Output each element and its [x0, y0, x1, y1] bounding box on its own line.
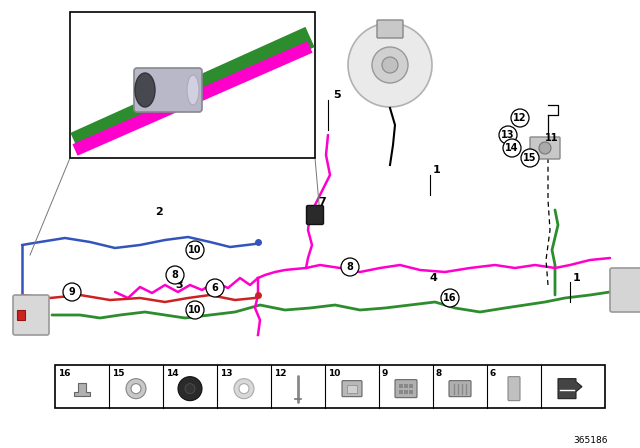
Circle shape — [131, 383, 141, 394]
Text: 8: 8 — [347, 262, 353, 272]
Bar — [55, 365, 605, 408]
Text: 9: 9 — [68, 287, 76, 297]
Circle shape — [63, 283, 81, 301]
Circle shape — [503, 139, 521, 157]
Circle shape — [348, 23, 432, 107]
Circle shape — [341, 258, 359, 276]
Text: 3: 3 — [175, 280, 182, 290]
Text: 12: 12 — [513, 113, 527, 123]
Circle shape — [521, 149, 539, 167]
Text: 1: 1 — [433, 165, 441, 175]
FancyBboxPatch shape — [134, 68, 202, 112]
Bar — [399, 383, 403, 388]
Text: 1: 1 — [573, 273, 580, 283]
Polygon shape — [74, 383, 90, 396]
Circle shape — [511, 109, 529, 127]
Circle shape — [186, 301, 204, 319]
Circle shape — [206, 279, 224, 297]
Text: 11: 11 — [545, 133, 559, 143]
FancyBboxPatch shape — [530, 137, 560, 159]
Text: 4: 4 — [430, 273, 438, 283]
Circle shape — [539, 142, 551, 154]
FancyBboxPatch shape — [508, 377, 520, 401]
Ellipse shape — [135, 73, 155, 107]
Text: 13: 13 — [501, 130, 515, 140]
Bar — [70, 12, 315, 158]
Text: 10: 10 — [328, 369, 340, 378]
Text: 2: 2 — [155, 207, 163, 217]
Bar — [404, 383, 408, 388]
Circle shape — [239, 383, 249, 394]
Text: 16: 16 — [58, 369, 70, 378]
Circle shape — [441, 289, 459, 307]
FancyBboxPatch shape — [449, 381, 471, 396]
Bar — [17, 310, 25, 320]
Bar — [404, 390, 408, 394]
Bar — [347, 385, 357, 392]
Text: 365186: 365186 — [573, 435, 608, 444]
FancyBboxPatch shape — [377, 20, 403, 38]
Text: 6: 6 — [490, 369, 496, 378]
FancyBboxPatch shape — [307, 206, 323, 224]
FancyBboxPatch shape — [610, 268, 640, 312]
Circle shape — [499, 126, 517, 144]
Text: 12: 12 — [274, 369, 287, 378]
Circle shape — [185, 383, 195, 394]
FancyBboxPatch shape — [395, 379, 417, 398]
Circle shape — [372, 47, 408, 83]
Ellipse shape — [187, 75, 199, 105]
Circle shape — [126, 379, 146, 399]
Polygon shape — [558, 379, 582, 399]
Circle shape — [166, 266, 184, 284]
Text: 15: 15 — [112, 369, 125, 378]
Text: 6: 6 — [212, 283, 218, 293]
FancyBboxPatch shape — [13, 295, 49, 335]
Text: 5: 5 — [333, 90, 340, 100]
Text: 10: 10 — [188, 245, 202, 255]
Bar — [409, 383, 413, 388]
Text: 16: 16 — [444, 293, 457, 303]
Text: 8: 8 — [436, 369, 442, 378]
Text: 14: 14 — [505, 143, 519, 153]
Text: 9: 9 — [382, 369, 388, 378]
Bar — [409, 390, 413, 394]
Circle shape — [186, 241, 204, 259]
Bar — [399, 390, 403, 394]
Text: 10: 10 — [188, 305, 202, 315]
Circle shape — [234, 379, 254, 399]
Circle shape — [178, 377, 202, 401]
Text: 8: 8 — [172, 270, 179, 280]
Text: 15: 15 — [524, 153, 537, 163]
Text: 13: 13 — [220, 369, 232, 378]
Text: 7: 7 — [318, 197, 326, 207]
Circle shape — [382, 57, 398, 73]
Text: 14: 14 — [166, 369, 179, 378]
FancyBboxPatch shape — [342, 381, 362, 396]
